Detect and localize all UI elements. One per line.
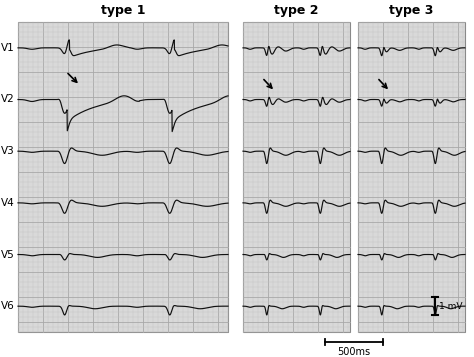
Text: type 1: type 1 (101, 4, 145, 17)
Text: V2: V2 (1, 95, 15, 105)
Bar (243, 22, 350, 332)
Text: V4: V4 (1, 198, 15, 208)
Text: 500ms: 500ms (337, 347, 371, 357)
Text: type 3: type 3 (389, 4, 434, 17)
Bar (18, 22, 228, 332)
Text: V1: V1 (1, 43, 15, 53)
Text: V6: V6 (1, 301, 15, 311)
Text: type 2: type 2 (274, 4, 319, 17)
Text: V5: V5 (1, 250, 15, 260)
Text: V3: V3 (1, 146, 15, 156)
Text: 1 mV: 1 mV (439, 302, 463, 311)
Bar (358, 22, 465, 332)
